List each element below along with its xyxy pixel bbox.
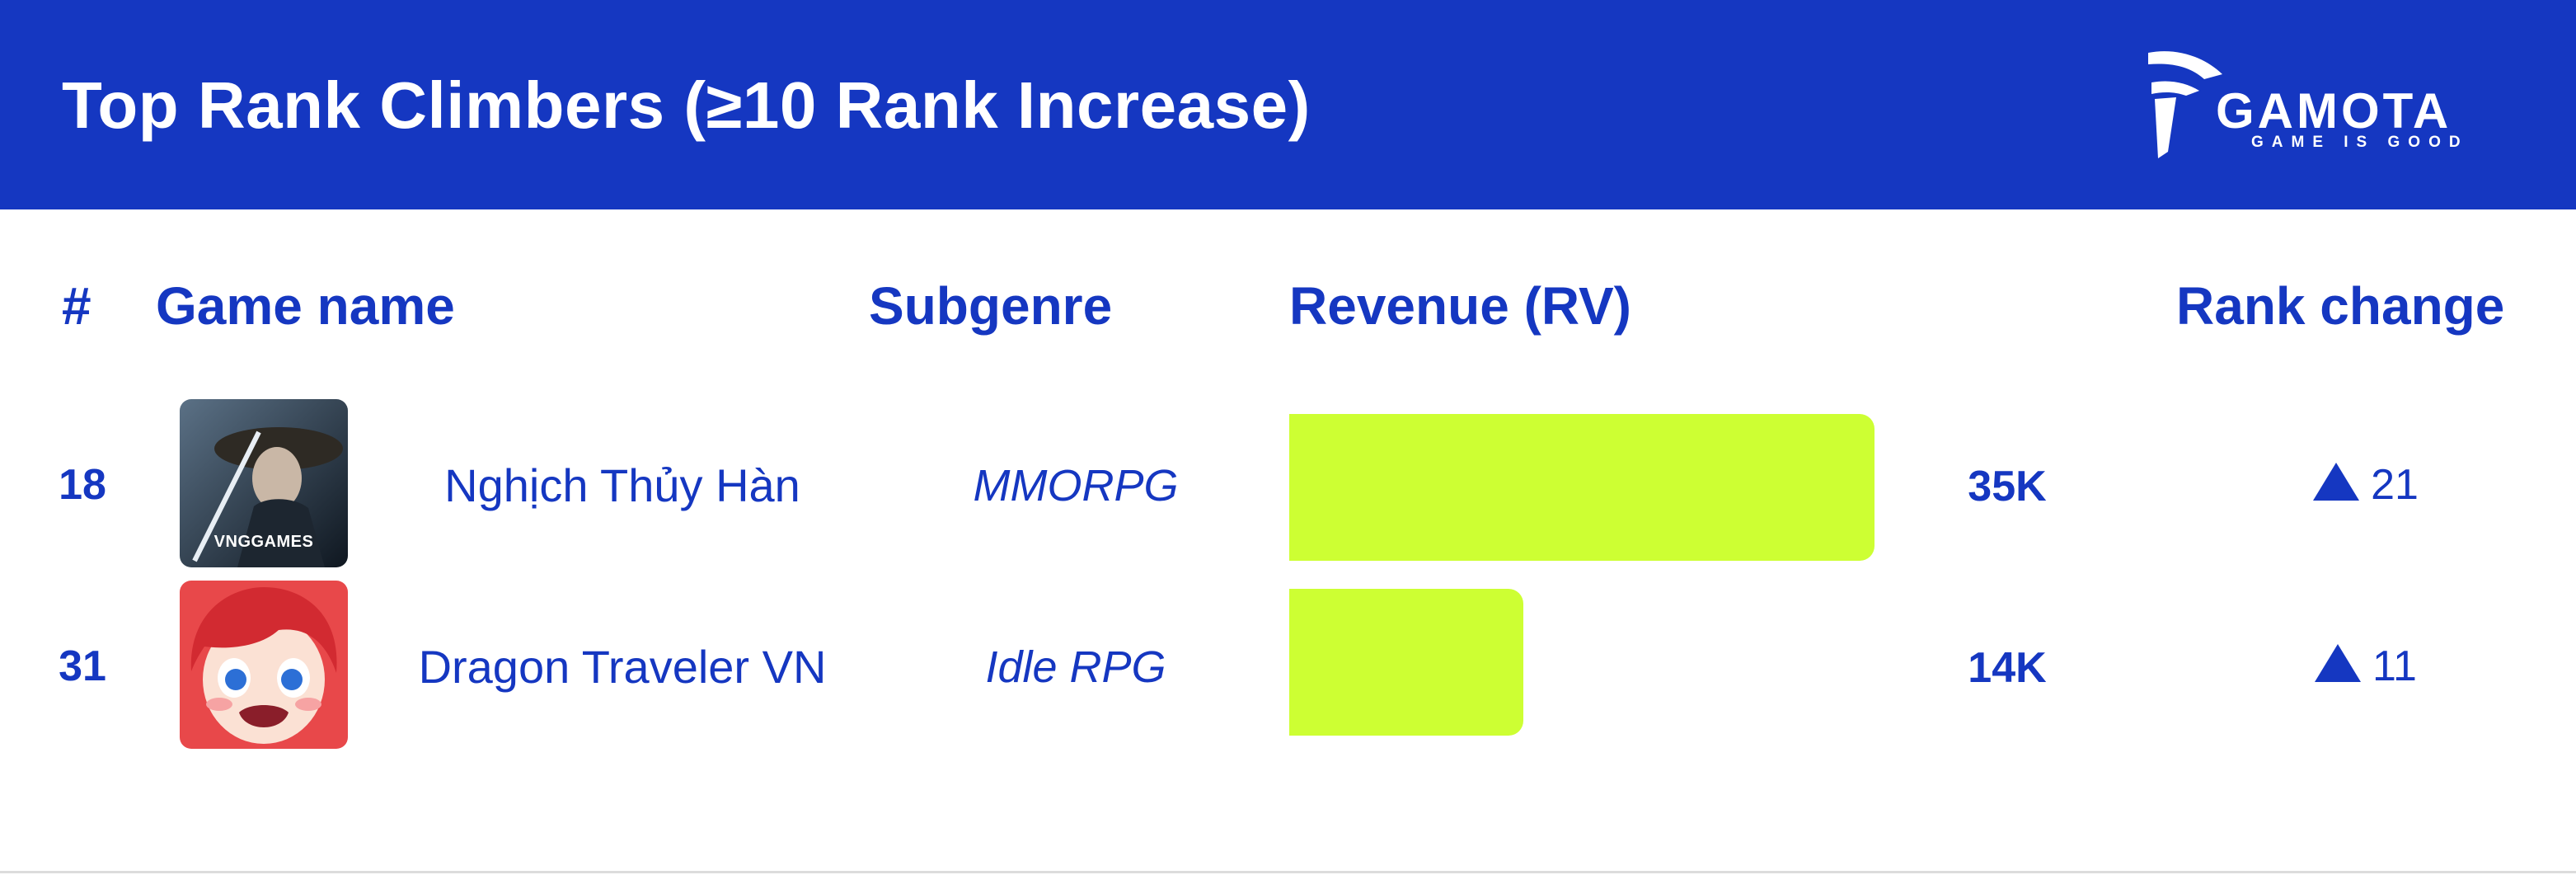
row-rank: 31 [59,642,106,690]
game-art-icon [180,399,348,567]
revenue-bar [1289,589,1523,736]
column-header-rank-change: Rank change [2176,276,2505,336]
bottom-divider [0,871,2576,873]
logo-mark-icon [2148,51,2222,158]
triangle-up-icon [2315,644,2361,682]
game-art-icon [180,581,348,749]
game-thumbnail: VNGGAMES [180,399,348,567]
rank-change-value: 11 [2283,642,2448,691]
column-header-rank: # [62,276,91,336]
row-game-name: Dragon Traveler VN [418,641,827,693]
logo-tagline: GAME IS GOOD [2251,134,2469,151]
rank-change-value: 21 [2283,460,2448,510]
page-title: Top Rank Climbers (≥10 Rank Increase) [62,68,1311,142]
game-thumbnail [180,581,348,749]
column-header-subgenre: Subgenre [869,276,1113,336]
row-subgenre: Idle RPG [985,642,1166,692]
gamota-logo: GAMOTA GAME IS GOOD [2140,46,2503,170]
header-banner: Top Rank Climbers (≥10 Rank Increase) GA… [0,0,2576,209]
revenue-value-label: 14K [1968,644,2047,692]
revenue-value-label: 35K [1968,463,2047,510]
column-header-game-name: Game name [156,276,455,336]
thumbnail-caption: VNGGAMES [213,533,314,551]
column-header-revenue: Revenue (RV) [1289,276,1631,336]
rank-change-number: 11 [2372,642,2417,690]
row-subgenre: MMORPG [973,461,1179,510]
row-game-name: Nghịch Thủy Hàn [444,459,800,511]
row-rank: 18 [59,461,106,509]
revenue-bar [1289,414,1875,561]
triangle-up-icon [2313,463,2360,501]
rank-change-number: 21 [2371,461,2419,509]
logo-wordmark: GAMOTA [2216,83,2452,139]
